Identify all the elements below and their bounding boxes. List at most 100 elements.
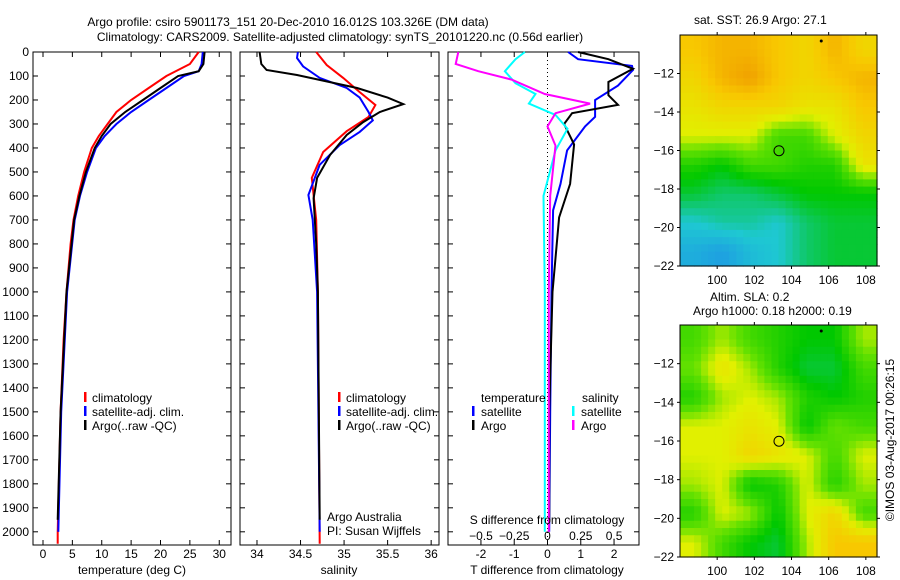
heatmap-cell	[834, 448, 843, 457]
heatmap-cell	[694, 542, 702, 551]
heatmap-cell	[862, 361, 871, 370]
heatmap-cell	[855, 164, 864, 173]
heatmap-cell	[687, 222, 695, 231]
heatmap-cell	[813, 390, 822, 399]
heatmap-cell	[855, 49, 864, 58]
heatmap-cell	[722, 99, 730, 108]
heatmap-cell	[722, 71, 730, 79]
heatmap-cell	[715, 441, 723, 449]
heatmap-cell	[687, 128, 695, 137]
heatmap-cell	[855, 179, 864, 188]
heatmap-cell	[757, 520, 766, 529]
heatmap-cell	[820, 63, 829, 72]
salinity-legend: climatology satellite-adj. clim. Argo(..…	[338, 391, 438, 433]
heatmap-cell	[785, 193, 794, 202]
heatmap-cell	[694, 215, 702, 224]
heatmap-cell	[827, 477, 836, 486]
heatmap-cell	[799, 56, 808, 65]
heatmap-cell	[715, 63, 723, 72]
heatmap-cell	[813, 346, 822, 355]
heatmap-cell	[799, 92, 808, 101]
heatmap-cell	[764, 339, 773, 348]
float-marker	[819, 39, 823, 43]
heatmap-cell	[785, 128, 794, 137]
heatmap-cell	[736, 520, 744, 529]
heatmap-cell	[715, 433, 723, 442]
heatmap-cell	[792, 520, 801, 529]
heatmap-cell	[799, 164, 808, 173]
heatmap-cell	[778, 56, 787, 65]
heatmap-cell	[827, 71, 836, 79]
heatmap-cell	[743, 150, 751, 159]
heatmap-cell	[722, 368, 730, 377]
heatmap-cell	[855, 136, 864, 144]
heatmap-cell	[785, 397, 794, 406]
heatmap-cell	[687, 143, 695, 152]
heatmap-cell	[729, 56, 737, 65]
heatmap-cell	[848, 244, 857, 253]
heatmap-cell	[715, 222, 723, 231]
heatmap-cell	[855, 78, 864, 87]
heatmap-cell	[869, 143, 878, 152]
heatmap-cell	[694, 186, 702, 195]
heatmap-cell	[841, 63, 850, 72]
heatmap-cell	[834, 462, 843, 471]
x-tick-label: 34.5	[289, 547, 313, 561]
heatmap-cell	[820, 375, 829, 384]
heatmap-cell	[799, 136, 808, 144]
heatmap-cell	[722, 143, 730, 152]
heatmap-cell	[708, 346, 716, 355]
heatmap-cell	[680, 42, 688, 51]
heatmap-cell	[736, 136, 744, 144]
heatmap-cell	[848, 229, 857, 238]
heatmap-cell	[736, 477, 744, 486]
heatmap-cell	[771, 397, 780, 406]
heatmap-cell	[869, 470, 878, 478]
heatmap-cell	[701, 121, 709, 130]
heatmap-cell	[778, 71, 787, 79]
heatmap-cell	[680, 71, 688, 79]
heatmap-cell	[855, 549, 864, 558]
heatmap-cell	[848, 99, 857, 108]
heatmap-cell	[799, 361, 808, 370]
x-tick-label: 106	[819, 273, 839, 287]
heatmap-cell	[764, 215, 773, 224]
heatmap-cell	[799, 121, 808, 130]
heatmap-cell	[799, 42, 808, 51]
heatmap-cell	[813, 484, 822, 493]
heatmap-cell	[785, 186, 794, 195]
heatmap-cell	[792, 164, 801, 173]
heatmap-cell	[764, 179, 773, 188]
y-tick-label: 900	[9, 261, 29, 275]
heatmap-cell	[778, 201, 787, 209]
heatmap-cell	[799, 426, 808, 435]
heatmap-cell	[827, 208, 836, 217]
heatmap-cell	[806, 332, 815, 341]
heatmap-cell	[701, 164, 709, 173]
heatmap-cell	[806, 157, 815, 166]
heatmap-cell	[736, 179, 744, 188]
heatmap-cell	[750, 157, 758, 166]
heatmap-cell	[701, 426, 709, 435]
heatmap-cell	[715, 157, 723, 166]
heatmap-cell	[848, 448, 857, 457]
heatmap-cell	[792, 85, 801, 94]
legend-swatch-t-argo	[472, 420, 475, 430]
heatmap-cell	[834, 121, 843, 130]
heatmap-cell	[848, 258, 857, 267]
heatmap-cell	[750, 128, 758, 137]
heatmap-cell	[729, 484, 737, 493]
heatmap-cell	[778, 383, 787, 391]
heatmap-cell	[743, 325, 751, 333]
heatmap-cell	[827, 150, 836, 159]
heatmap-cell	[806, 121, 815, 130]
heatmap-cell	[778, 179, 787, 188]
heatmap-cell	[855, 332, 864, 341]
heatmap-cell	[799, 470, 808, 478]
heatmap-cell	[806, 506, 815, 515]
heatmap-cell	[813, 477, 822, 486]
heatmap-cell	[694, 462, 702, 471]
heatmap-cell	[736, 244, 744, 253]
heatmap-cell	[694, 85, 702, 94]
heatmap-cell	[708, 179, 716, 188]
